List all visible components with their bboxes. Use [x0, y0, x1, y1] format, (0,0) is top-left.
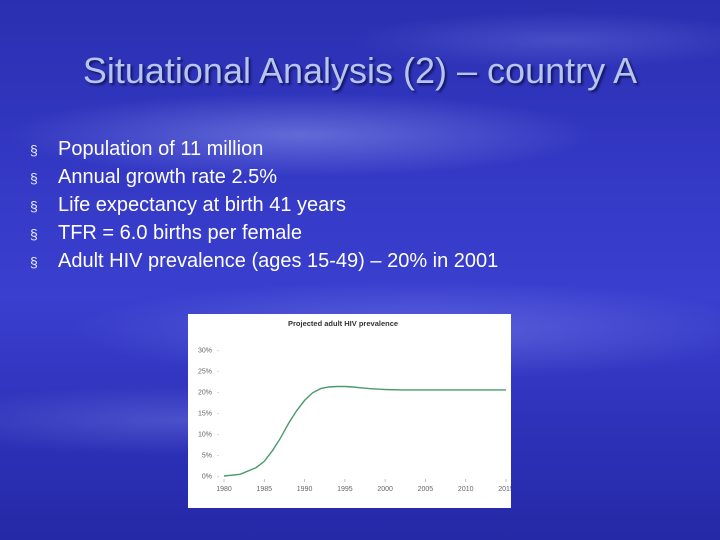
bullet-marker-icon: §: [30, 254, 38, 270]
y-tick-mark: -: [217, 412, 219, 418]
y-tick-mark: -: [217, 370, 219, 376]
bullet-item: § Annual growth rate 2.5%: [30, 166, 498, 194]
x-tick-label: 2015: [498, 486, 511, 493]
bullet-item: § Adult HIV prevalence (ages 15-49) – 20…: [30, 250, 498, 278]
y-tick-mark: -: [217, 433, 219, 439]
y-axis: 0% -5% -10% -15% -20% -25% -30% -: [198, 348, 219, 481]
chart-title: Projected adult HIV prevalence: [288, 319, 398, 328]
y-tick-mark: -: [217, 475, 219, 481]
bullet-text: Annual growth rate 2.5%: [58, 166, 278, 188]
slide-title: Situational Analysis (2) – country A: [82, 50, 638, 91]
chart-canvas: Projected adult HIV prevalence 0% -5% -10%…: [198, 319, 511, 493]
y-tick-label: 20%: [198, 390, 212, 397]
bullet-item: § TFR = 6.0 births per female: [30, 222, 498, 250]
y-tick-label: 0%: [202, 474, 212, 481]
y-tick-label: 10%: [198, 432, 212, 439]
x-tick-label: 2005: [418, 486, 434, 493]
series-line: [223, 385, 506, 477]
bullet-text: Population of 11 million: [58, 138, 264, 160]
x-tick-label: 1995: [337, 486, 353, 493]
bullet-item: § Life expectancy at birth 41 years: [30, 194, 498, 222]
x-tick-label: 1980: [216, 486, 232, 493]
x-tick-label: 1990: [297, 486, 313, 493]
bullet-text: TFR = 6.0 births per female: [58, 222, 302, 244]
y-tick-mark: -: [217, 454, 219, 460]
y-tick-mark: -: [217, 349, 219, 355]
y-tick-label: 15%: [198, 411, 212, 418]
bullet-item: § Population of 11 million: [30, 138, 498, 166]
bullet-marker-icon: §: [30, 226, 38, 242]
x-tick-label: 2010: [458, 486, 474, 493]
x-tick-label: 1985: [256, 486, 272, 493]
y-tick-mark: -: [217, 391, 219, 397]
hiv-prevalence-chart: Projected adult HIV prevalence 0% -5% -10%…: [188, 314, 511, 508]
x-axis: 1980 1985 1990 1995 2000 2005 2010 2015: [216, 479, 511, 493]
bullet-marker-icon: §: [30, 170, 38, 186]
bullet-text: Life expectancy at birth 41 years: [58, 194, 346, 216]
bullet-list: § Population of 11 million § Annual grow…: [30, 138, 498, 278]
bullet-text: Adult HIV prevalence (ages 15-49) – 20% …: [58, 250, 499, 272]
y-tick-label: 25%: [198, 369, 212, 376]
y-tick-label: 5%: [202, 453, 212, 460]
x-tick-label: 2000: [377, 486, 393, 493]
bullet-marker-icon: §: [30, 198, 38, 214]
bullet-marker-icon: §: [30, 142, 38, 158]
y-tick-label: 30%: [198, 348, 212, 355]
